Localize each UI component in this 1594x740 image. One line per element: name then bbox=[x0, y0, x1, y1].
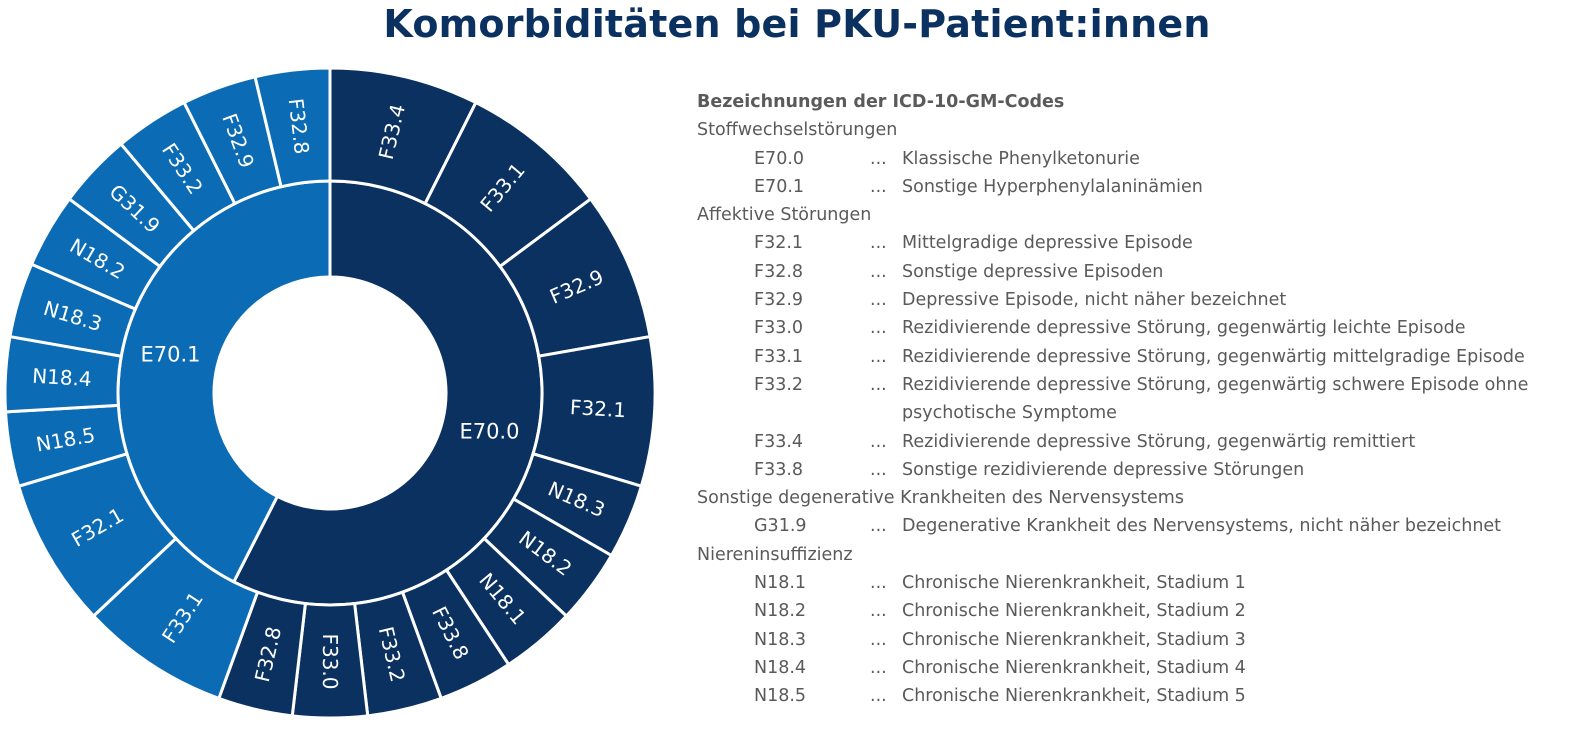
legend-item-description: Degenerative Krankheit des Nervensystems… bbox=[902, 516, 1502, 537]
legend-item-code: N18.1 bbox=[754, 573, 807, 594]
outer-slice bbox=[253, 66, 332, 189]
legend-item-code: E70.0 bbox=[754, 148, 805, 169]
legend-item-code: F32.1 bbox=[754, 233, 804, 254]
legend-item: F32.1... Mittelgradige depressive Episode bbox=[697, 229, 1587, 257]
legend-group-title: Sonstige degenerative Krankheiten des Ne… bbox=[697, 488, 1184, 509]
legend-item-separator: ... bbox=[870, 431, 887, 452]
legend-group-title: Niereninsuffizienz bbox=[697, 544, 853, 565]
legend-item-separator: ... bbox=[870, 346, 887, 367]
legend-item: F33.0... Rezidivierende depressive Störun… bbox=[697, 314, 1587, 342]
legend-item-separator: ... bbox=[870, 629, 887, 650]
code-legend: Bezeichnungen der ICD-10-GM-Codes Stoffw… bbox=[697, 88, 1587, 711]
legend-item-code: F33.8 bbox=[754, 459, 804, 480]
legend-item-code: F32.9 bbox=[754, 290, 804, 311]
legend-item-separator: ... bbox=[870, 573, 887, 594]
legend-item-description: Rezidivierende depressive Störung, gegen… bbox=[902, 374, 1529, 424]
legend-item-description: Klassische Phenylketonurie bbox=[902, 148, 1140, 169]
legend-item: G31.9... Degenerative Krankheit des Nerve… bbox=[697, 512, 1587, 540]
legend-item-code: N18.3 bbox=[754, 629, 807, 650]
legend-item-code: N18.5 bbox=[754, 686, 807, 707]
legend-groups: Stoffwechselstörungen E70.0... Klassische … bbox=[697, 116, 1587, 710]
legend-item: E70.1... Sonstige Hyperphenylalaninämien bbox=[697, 173, 1587, 201]
legend-item-separator: ... bbox=[870, 601, 887, 622]
legend-group-title: Affektive Störungen bbox=[697, 205, 872, 226]
legend-item-code: N18.2 bbox=[754, 601, 807, 622]
legend-item-description: Rezidivierende depressive Störung, gegen… bbox=[902, 346, 1525, 367]
slice-label: F32.1 bbox=[569, 395, 626, 422]
legend-item-separator: ... bbox=[870, 148, 887, 169]
legend-item: F33.2... Rezidivierende depressive Störun… bbox=[697, 371, 1587, 428]
legend-item-separator: ... bbox=[870, 290, 887, 311]
legend-item-separator: ... bbox=[870, 686, 887, 707]
legend-item-separator: ... bbox=[870, 318, 887, 339]
legend-item-code: F33.2 bbox=[754, 374, 804, 395]
legend-item-separator: ... bbox=[870, 233, 887, 254]
legend-item-separator: ... bbox=[870, 176, 887, 197]
legend-item-separator: ... bbox=[870, 516, 887, 537]
legend-item-description: Rezidivierende depressive Störung, gegen… bbox=[902, 318, 1466, 339]
legend-item: F32.9... Depressive Episode, nicht näher … bbox=[697, 286, 1587, 314]
legend-item: F33.8... Sonstige rezidivierende depressi… bbox=[697, 456, 1587, 484]
legend-item: E70.0... Klassische Phenylketonurie bbox=[697, 145, 1587, 173]
legend-group-title: Stoffwechselstörungen bbox=[697, 120, 898, 141]
legend-item-description: Chronische Nierenkrankheit, Stadium 4 bbox=[902, 657, 1246, 678]
legend-item: N18.3... Chronische Nierenkrankheit, Stad… bbox=[697, 626, 1587, 654]
legend-item: N18.2... Chronische Nierenkrankheit, Stad… bbox=[697, 597, 1587, 625]
slice-label: N18.4 bbox=[32, 364, 93, 391]
legend-item-description: Chronische Nierenkrankheit, Stadium 5 bbox=[902, 686, 1246, 707]
legend-item-code: G31.9 bbox=[754, 516, 807, 537]
legend-item-description: Chronische Nierenkrankheit, Stadium 3 bbox=[902, 629, 1246, 650]
legend-item-description: Depressive Episode, nicht näher bezeichn… bbox=[902, 290, 1287, 311]
legend-item-description: Chronische Nierenkrankheit, Stadium 1 bbox=[902, 573, 1246, 594]
page-title: Komorbiditäten bei PKU-Patient:innen bbox=[383, 2, 1211, 46]
legend-item-separator: ... bbox=[870, 657, 887, 678]
legend-item-code: E70.1 bbox=[754, 176, 805, 197]
legend-item-code: F33.4 bbox=[754, 431, 804, 452]
legend-item-separator: ... bbox=[870, 374, 887, 395]
legend-item-description: Chronische Nierenkrankheit, Stadium 2 bbox=[902, 601, 1246, 622]
legend-item: N18.5... Chronische Nierenkrankheit, Stad… bbox=[697, 682, 1587, 710]
legend-item-code: F33.1 bbox=[754, 346, 804, 367]
slice-label: E70.0 bbox=[459, 419, 519, 443]
legend-item: F33.4... Rezidivierende depressive Störun… bbox=[697, 428, 1587, 456]
legend-item-description: Sonstige depressive Episoden bbox=[902, 261, 1164, 282]
legend-item-code: N18.4 bbox=[754, 657, 807, 678]
slice-label: F33.0 bbox=[318, 633, 342, 689]
legend-heading: Bezeichnungen der ICD-10-GM-Codes bbox=[697, 92, 1065, 112]
legend-item: N18.1... Chronische Nierenkrankheit, Stad… bbox=[697, 569, 1587, 597]
legend-item: F33.1... Rezidivierende depressive Störun… bbox=[697, 343, 1587, 371]
legend-item-separator: ... bbox=[870, 261, 887, 282]
legend-item-separator: ... bbox=[870, 459, 887, 480]
legend-item-description: Rezidivierende depressive Störung, gegen… bbox=[902, 431, 1416, 452]
sunburst-chart: E70.0E70.1F33.4F33.1F32.9F32.1N18.3N18.2… bbox=[3, 66, 657, 720]
legend-item-description: Sonstige Hyperphenylalaninämien bbox=[902, 176, 1203, 197]
chart-center-hole bbox=[214, 277, 446, 509]
legend-item: N18.4... Chronische Nierenkrankheit, Stad… bbox=[697, 654, 1587, 682]
legend-item-code: F32.8 bbox=[754, 261, 804, 282]
legend-item-description: Sonstige rezidivierende depressive Störu… bbox=[902, 459, 1305, 480]
legend-item: F32.8... Sonstige depressive Episoden bbox=[697, 258, 1587, 286]
slice-label: E70.1 bbox=[141, 343, 201, 367]
legend-item-code: F33.0 bbox=[754, 318, 804, 339]
legend-item-description: Mittelgradige depressive Episode bbox=[902, 233, 1193, 254]
